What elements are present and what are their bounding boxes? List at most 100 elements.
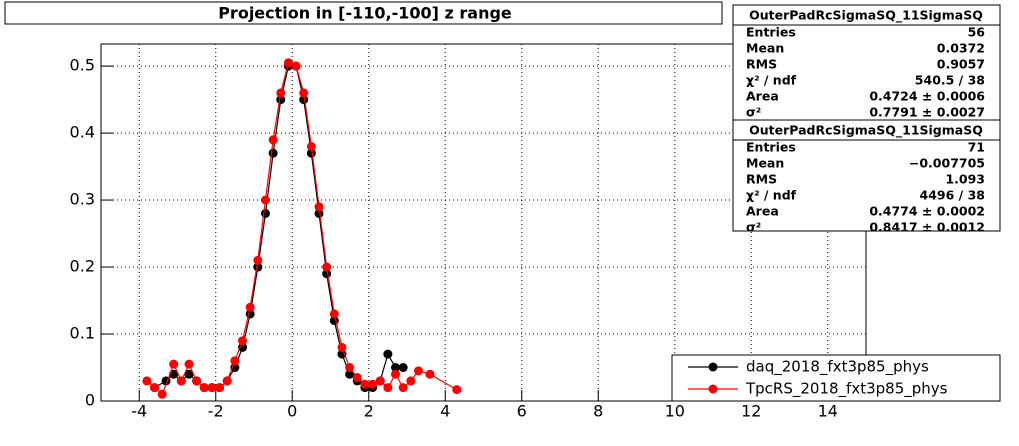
data-point bbox=[299, 95, 309, 105]
data-point bbox=[268, 148, 278, 158]
stats-label: Entries bbox=[746, 25, 796, 40]
stats-value: 0.7791 ± 0.0027 bbox=[869, 105, 985, 120]
data-point bbox=[425, 369, 435, 379]
data-point bbox=[383, 383, 393, 393]
data-point bbox=[368, 379, 378, 389]
stats-value: 71 bbox=[968, 140, 985, 155]
stats-value: 0.9057 bbox=[937, 57, 985, 72]
legend-label: daq_2018_fxt3p85_phys bbox=[746, 358, 929, 377]
stats-value: 0.0372 bbox=[937, 41, 985, 56]
data-point bbox=[322, 269, 332, 279]
stats-title: OuterPadRcSigmaSQ_11SigmaSQ bbox=[749, 123, 983, 139]
x-tick-label: -4 bbox=[131, 402, 147, 421]
stats-value: 56 bbox=[968, 25, 986, 40]
data-point bbox=[398, 363, 408, 373]
series-line bbox=[154, 65, 404, 389]
x-tick-label: 6 bbox=[517, 402, 527, 421]
data-point bbox=[150, 383, 160, 393]
data-point bbox=[215, 383, 225, 393]
data-point bbox=[391, 363, 401, 373]
data-point bbox=[314, 202, 324, 212]
data-point bbox=[276, 88, 286, 98]
series-line bbox=[146, 61, 458, 396]
stats-label: RMS bbox=[746, 172, 777, 187]
chart-title: Projection in [-110,-100] z range bbox=[218, 4, 512, 23]
data-point bbox=[352, 373, 362, 383]
data-point bbox=[230, 356, 240, 366]
data-point bbox=[169, 359, 179, 369]
stats-value: 1.093 bbox=[945, 172, 985, 187]
data-point bbox=[192, 376, 202, 386]
data-point bbox=[329, 309, 339, 319]
data-point bbox=[184, 359, 194, 369]
x-tick-label: 2 bbox=[364, 402, 374, 421]
y-tick-label: 0.2 bbox=[70, 257, 95, 276]
data-point bbox=[345, 363, 355, 373]
data-point bbox=[306, 141, 316, 151]
stats-label: Entries bbox=[746, 140, 796, 155]
data-point bbox=[157, 389, 167, 399]
data-point bbox=[398, 383, 408, 393]
data-point bbox=[176, 376, 186, 386]
data-point bbox=[253, 262, 263, 272]
data-point bbox=[207, 383, 217, 393]
data-point bbox=[142, 376, 152, 386]
data-point bbox=[452, 385, 462, 395]
data-point bbox=[291, 61, 301, 71]
data-point bbox=[314, 208, 324, 218]
stats-value: 540.5 / 38 bbox=[915, 73, 985, 88]
data-point bbox=[184, 369, 194, 379]
stats-label: σ² bbox=[746, 220, 761, 235]
x-tick-label: -2 bbox=[208, 402, 224, 421]
legend-label: TpcRS_2018_fxt3p85_phys bbox=[745, 380, 948, 399]
x-tick-label: 4 bbox=[440, 402, 450, 421]
stats-label: Area bbox=[746, 89, 779, 104]
data-point bbox=[413, 366, 423, 376]
data-point bbox=[383, 349, 393, 359]
data-point bbox=[199, 383, 209, 393]
stats-value: 4496 / 38 bbox=[920, 188, 985, 203]
stats-value: −0.007705 bbox=[909, 156, 985, 171]
stats-value: 0.4724 ± 0.0006 bbox=[869, 89, 985, 104]
legend-box bbox=[671, 354, 1001, 402]
data-point bbox=[406, 376, 416, 386]
data-point bbox=[337, 342, 347, 352]
y-tick-label: 0.4 bbox=[70, 123, 95, 142]
stats-label: σ² bbox=[746, 105, 761, 120]
data-point bbox=[245, 302, 255, 312]
x-tick-label: 10 bbox=[665, 402, 685, 421]
stats-box bbox=[732, 119, 1001, 232]
data-point bbox=[283, 58, 293, 68]
data-point bbox=[322, 262, 332, 272]
stats-label: χ² / ndf bbox=[746, 73, 797, 88]
title-box bbox=[4, 1, 723, 25]
stats-title: OuterPadRcSigmaSQ_11SigmaSQ bbox=[749, 8, 983, 24]
data-point bbox=[306, 148, 316, 158]
stats-label: χ² / ndf bbox=[746, 188, 797, 203]
data-point bbox=[299, 88, 309, 98]
data-point bbox=[360, 379, 370, 389]
y-tick-label: 0.3 bbox=[70, 190, 95, 209]
stats-label: Mean bbox=[746, 156, 784, 171]
data-point bbox=[222, 376, 232, 386]
x-tick-label: 14 bbox=[818, 402, 838, 421]
data-point bbox=[268, 135, 278, 145]
stats-label: Mean bbox=[746, 41, 784, 56]
legend-marker bbox=[708, 384, 718, 394]
y-tick-label: 0.1 bbox=[70, 324, 95, 343]
data-point bbox=[253, 255, 263, 265]
x-tick-label: 12 bbox=[741, 402, 761, 421]
data-point bbox=[260, 208, 270, 218]
stats-value: 0.8417 ± 0.0012 bbox=[869, 220, 985, 235]
data-point bbox=[375, 376, 385, 386]
y-tick-label: 0.5 bbox=[70, 56, 95, 75]
stats-label: Area bbox=[746, 204, 779, 219]
data-point bbox=[260, 195, 270, 205]
stats-label: RMS bbox=[746, 57, 777, 72]
stats-value: 0.4774 ± 0.0002 bbox=[869, 204, 985, 219]
data-point bbox=[391, 369, 401, 379]
x-tick-label: 8 bbox=[593, 402, 603, 421]
data-point bbox=[238, 336, 248, 346]
legend-marker bbox=[708, 362, 718, 372]
